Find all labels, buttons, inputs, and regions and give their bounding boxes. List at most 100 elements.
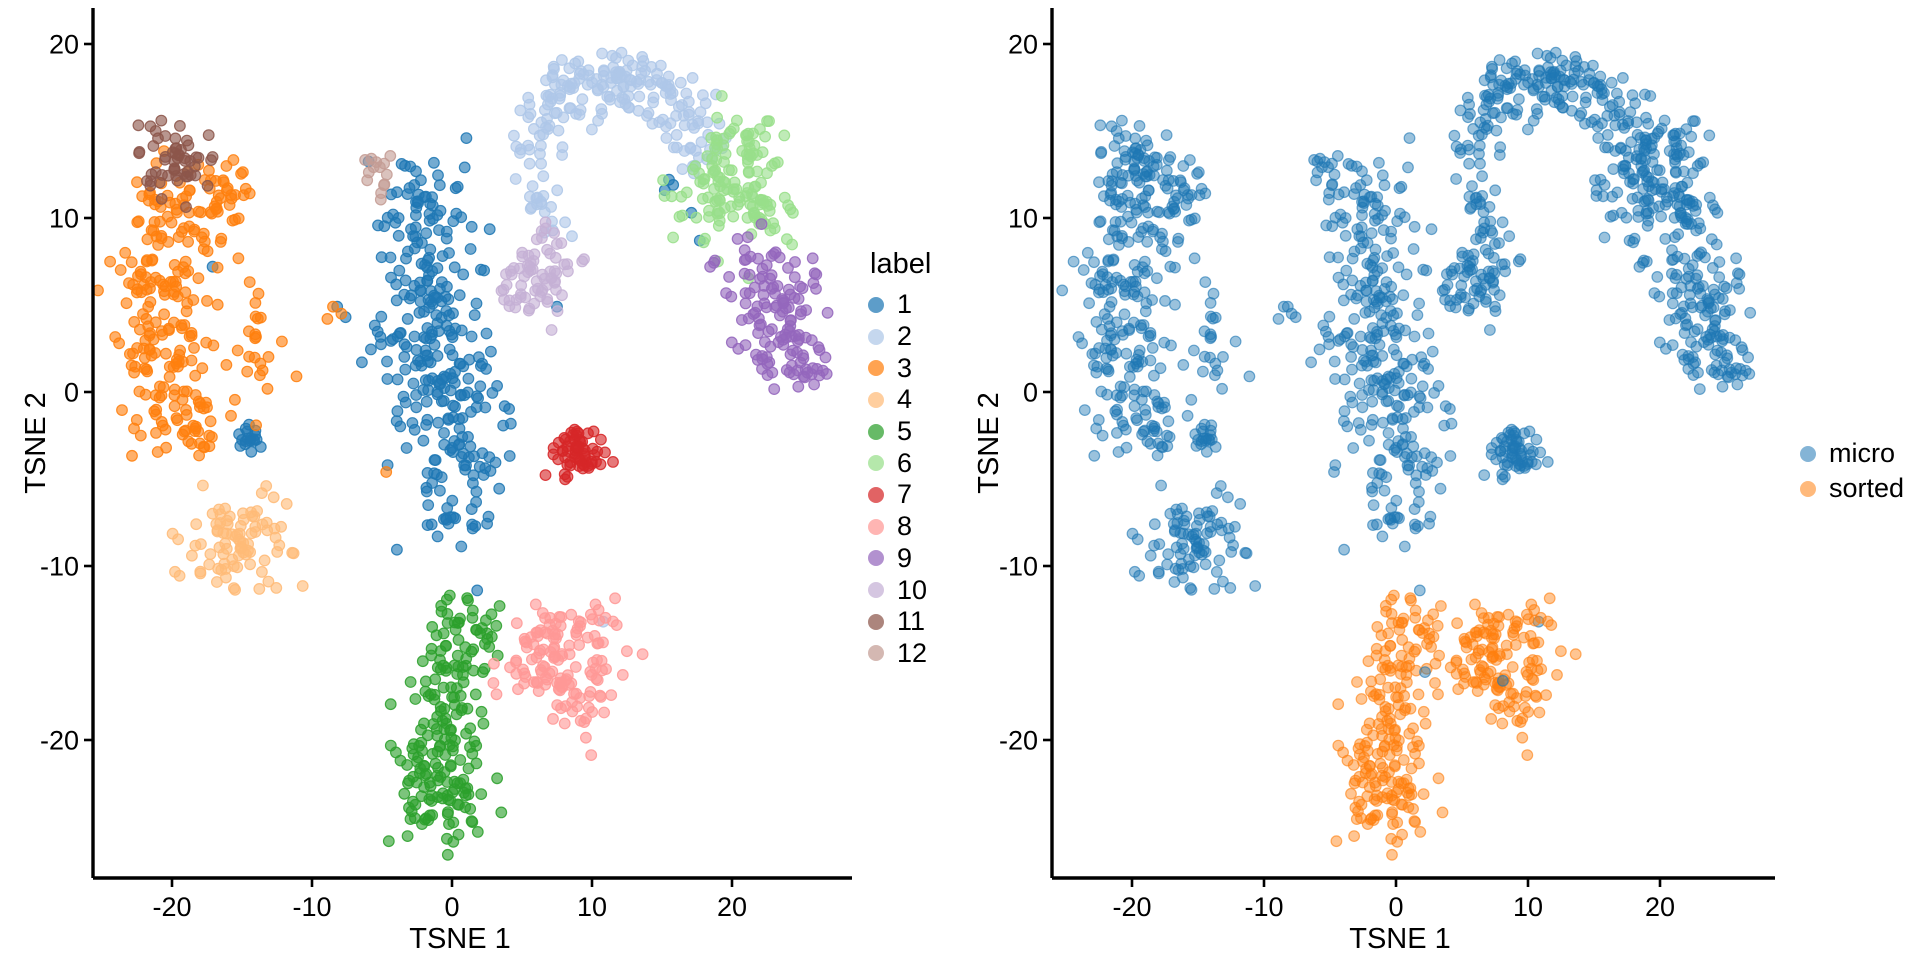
data-point: [1723, 331, 1736, 344]
data-point: [741, 231, 754, 244]
data-point: [607, 456, 619, 468]
data-point: [1601, 128, 1614, 141]
data-point: [1683, 194, 1695, 207]
data-point: [768, 383, 781, 396]
data-point: [538, 206, 551, 219]
data-point: [1356, 165, 1368, 178]
data-point: [1390, 349, 1403, 362]
data-point: [1452, 683, 1465, 696]
data-point: [1360, 295, 1373, 308]
data-point: [1682, 146, 1695, 159]
data-point: [144, 282, 156, 295]
data-point: [400, 341, 413, 353]
data-point: [1616, 71, 1629, 84]
data-point: [270, 582, 283, 594]
data-point: [1379, 645, 1392, 657]
data-point: [214, 235, 227, 248]
data-point: [465, 220, 478, 233]
data-point: [220, 359, 233, 371]
y-tick-label: 0: [64, 378, 79, 408]
data-point: [1092, 286, 1105, 299]
data-point: [1498, 440, 1511, 453]
legend-color-swatch-icon: [868, 391, 884, 408]
data-point: [1337, 278, 1350, 291]
data-point: [172, 148, 185, 161]
data-point: [1525, 598, 1538, 611]
data-point: [1228, 520, 1241, 533]
data-point: [595, 103, 608, 115]
data-point: [431, 350, 444, 362]
data-point: [1489, 699, 1502, 711]
data-point: [1733, 282, 1746, 295]
data-point: [448, 783, 461, 795]
data-point: [1620, 211, 1633, 224]
data-point: [408, 242, 421, 255]
data-point: [1412, 688, 1425, 701]
data-point: [197, 402, 210, 415]
data-point: [1125, 216, 1138, 229]
data-point: [446, 442, 459, 454]
data-point: [1168, 576, 1181, 588]
legend-item-1: 1: [868, 289, 931, 321]
data-point: [1715, 346, 1728, 359]
data-point: [1185, 189, 1198, 201]
data-point: [418, 717, 430, 730]
data-point: [159, 347, 172, 360]
data-point: [147, 333, 160, 346]
data-point: [512, 683, 524, 696]
data-point: [403, 801, 415, 814]
data-point: [592, 637, 605, 649]
data-point: [586, 613, 599, 626]
data-point: [116, 404, 128, 417]
data-point: [412, 751, 425, 764]
data-point: [1380, 605, 1392, 618]
data-point: [1450, 140, 1463, 153]
data-point: [633, 90, 646, 103]
data-point: [1207, 287, 1220, 300]
data-point: [1734, 363, 1747, 375]
data-point: [1144, 329, 1157, 342]
data-point: [1446, 268, 1459, 281]
data-point: [1399, 324, 1412, 337]
data-point: [1361, 736, 1373, 749]
data-point: [229, 583, 242, 596]
data-point: [775, 331, 787, 343]
data-point: [1128, 383, 1141, 396]
data-point: [1150, 272, 1163, 285]
data-point: [1110, 347, 1123, 359]
data-point: [1731, 378, 1744, 391]
data-point: [1180, 199, 1193, 211]
data-point: [585, 749, 598, 761]
data-point: [792, 380, 805, 393]
data-point: [419, 374, 432, 387]
data-point: [1398, 451, 1411, 463]
data-point: [475, 705, 488, 718]
data-point: [1191, 167, 1203, 180]
data-point: [434, 771, 447, 783]
data-point: [1374, 673, 1387, 686]
data-point: [1367, 499, 1380, 512]
data-point: [1395, 649, 1408, 662]
data-point: [1142, 184, 1155, 197]
data-point: [1597, 190, 1609, 203]
data-point: [1489, 184, 1502, 197]
data-point: [382, 835, 395, 848]
data-point: [1509, 55, 1521, 68]
data-point: [275, 520, 288, 533]
data-point: [1729, 334, 1742, 347]
data-point: [1146, 294, 1158, 306]
data-point: [1159, 295, 1171, 307]
data-point: [1730, 277, 1743, 290]
data-point: [789, 256, 801, 268]
data-point: [1598, 178, 1611, 191]
data-point: [168, 400, 181, 413]
data-point: [423, 776, 436, 789]
data-point: [1128, 400, 1141, 413]
data-point: [464, 722, 477, 735]
data-point: [461, 782, 474, 794]
data-point: [418, 305, 430, 318]
data-point: [431, 291, 444, 304]
data-point: [441, 789, 454, 802]
data-point: [427, 212, 439, 225]
data-point: [778, 129, 791, 142]
